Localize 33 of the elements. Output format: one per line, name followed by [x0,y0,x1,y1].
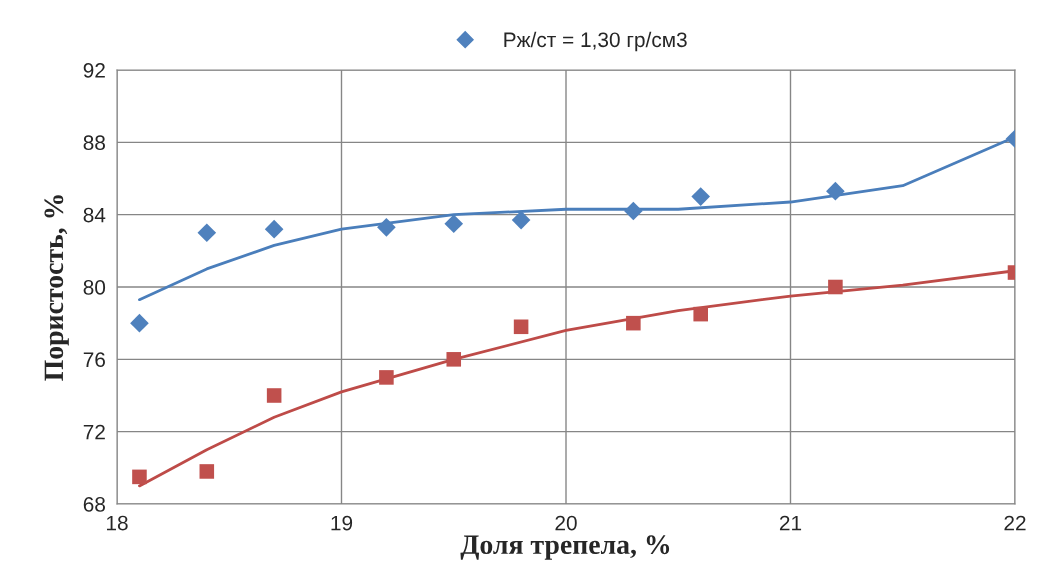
point [513,319,529,335]
point [446,352,462,367]
point [826,181,845,201]
point [132,469,147,485]
point [197,223,217,243]
y-tick-label: 72 [83,424,105,440]
y-tick-label: 80 [83,280,106,295]
point [511,210,531,230]
x-tick-label: 22 [1004,515,1026,531]
y-tick-label: 76 [83,352,105,368]
point [624,201,643,221]
y-tick-label: 88 [83,135,105,151]
x-tick-label: 20 [555,515,577,531]
x-tick-label: 18 [107,515,128,531]
y-tick-label: 84 [83,207,106,223]
point [264,219,284,239]
point [693,306,708,322]
point [691,187,711,206]
x-tick-label: 21 [779,515,802,531]
point [828,279,843,295]
point [266,388,282,403]
point [377,218,396,237]
x-tick-label: 19 [331,515,353,531]
y-axis-title: Пористость, % [44,195,69,381]
point [199,464,215,479]
y-tick-label: 92 [83,63,105,78]
y-tick-label: 68 [83,497,105,512]
legend-label: Рж/ст = 1,30 гр/см3 [504,31,687,52]
point [130,313,149,333]
point [626,315,641,331]
point [444,214,464,234]
x-axis-title: Доля трепела, % [460,535,670,560]
point [379,370,394,385]
